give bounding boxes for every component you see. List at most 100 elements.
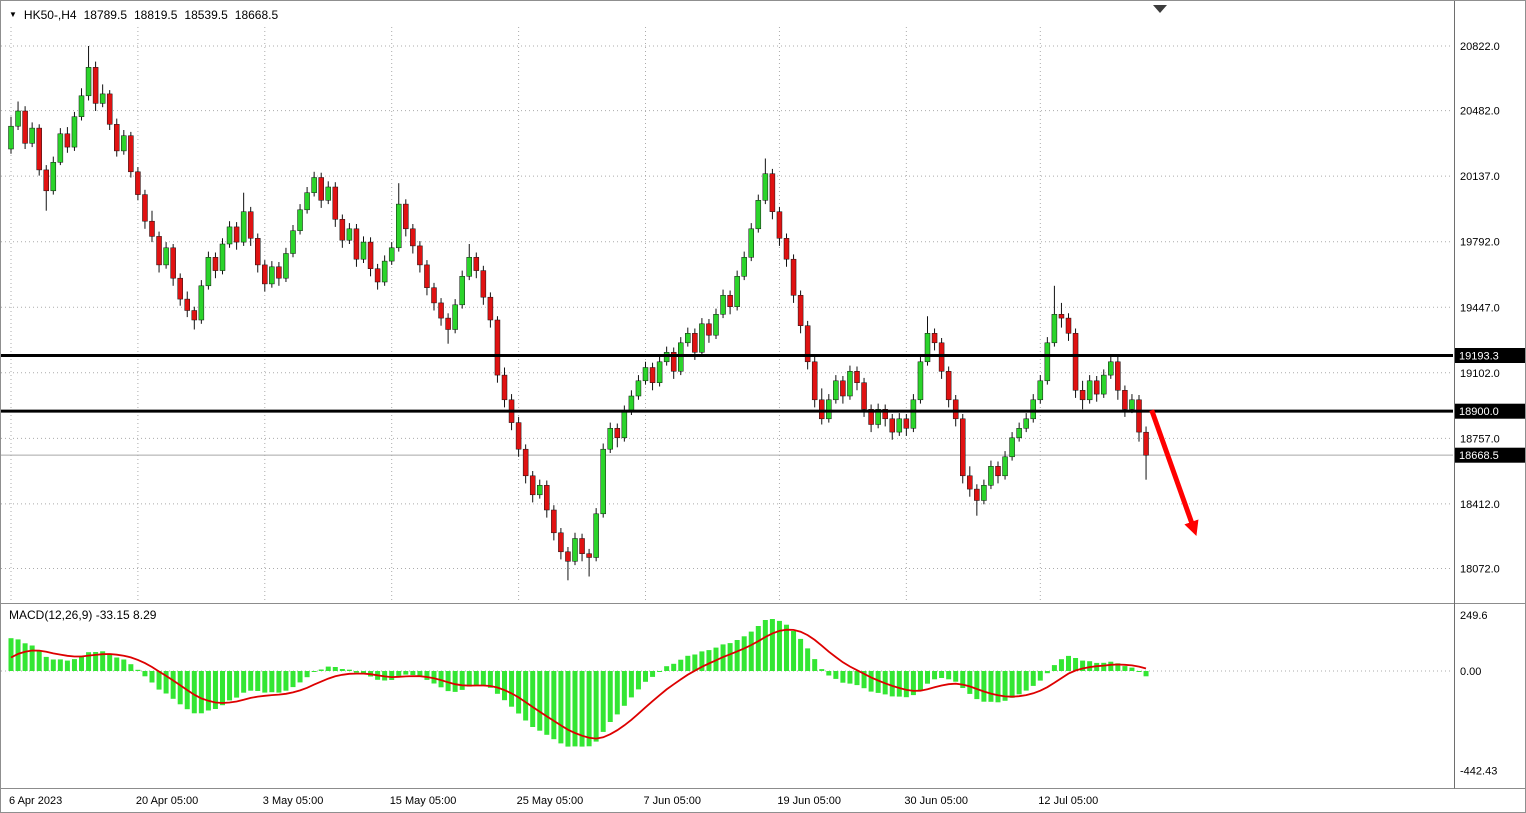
- candle[interactable]: [1143, 426, 1149, 480]
- candle[interactable]: [579, 533, 585, 562]
- macd-axis[interactable]: 249.6 0.00 -442.43: [1460, 610, 1497, 778]
- candle[interactable]: [522, 444, 529, 484]
- candle[interactable]: [572, 532, 578, 566]
- candle[interactable]: [1086, 375, 1093, 404]
- price-axis[interactable]: 20822.0 20482.0 20137.0 19792.0 19447.0 19102…: [1460, 41, 1500, 576]
- candle[interactable]: [875, 403, 881, 429]
- candle[interactable]: [367, 237, 374, 277]
- candle[interactable]: [177, 273, 183, 306]
- candle[interactable]: [868, 404, 874, 433]
- candle[interactable]: [22, 106, 28, 149]
- candle[interactable]: [558, 528, 564, 560]
- chart-dropdown-icon[interactable]: ▼: [9, 10, 17, 19]
- candle[interactable]: [769, 168, 776, 220]
- candle[interactable]: [1079, 380, 1086, 410]
- candle[interactable]: [1044, 337, 1051, 385]
- candle[interactable]: [374, 263, 381, 290]
- candle[interactable]: [1072, 328, 1079, 398]
- candle[interactable]: [748, 223, 754, 262]
- candle[interactable]: [85, 46, 92, 101]
- candle[interactable]: [473, 252, 480, 279]
- candle[interactable]: [938, 338, 945, 379]
- candle[interactable]: [163, 242, 169, 269]
- candle[interactable]: [1093, 376, 1100, 402]
- candle[interactable]: [1009, 432, 1015, 461]
- candle[interactable]: [924, 316, 931, 366]
- candle[interactable]: [262, 260, 268, 292]
- candle[interactable]: [501, 367, 508, 408]
- candle[interactable]: [212, 252, 219, 279]
- candle[interactable]: [240, 192, 247, 246]
- candle[interactable]: [699, 318, 705, 357]
- candle[interactable]: [156, 231, 162, 273]
- candle[interactable]: [219, 238, 226, 275]
- candle[interactable]: [114, 118, 120, 157]
- candle[interactable]: [776, 206, 783, 246]
- candle[interactable]: [593, 508, 599, 562]
- chart-shift-marker[interactable]: [1153, 5, 1167, 13]
- candle[interactable]: [981, 479, 987, 505]
- candle[interactable]: [1037, 375, 1044, 404]
- candle[interactable]: [642, 361, 649, 385]
- candle[interactable]: [727, 290, 733, 315]
- candle[interactable]: [537, 479, 543, 499]
- candle[interactable]: [882, 404, 888, 427]
- candle[interactable]: [804, 320, 811, 370]
- candle[interactable]: [142, 189, 148, 229]
- candle[interactable]: [670, 347, 677, 379]
- candle[interactable]: [438, 298, 444, 326]
- candle[interactable]: [833, 375, 839, 404]
- candle[interactable]: [424, 260, 430, 296]
- candle[interactable]: [480, 265, 487, 305]
- candle[interactable]: [811, 357, 818, 408]
- candle[interactable]: [135, 167, 141, 201]
- candle[interactable]: [381, 255, 388, 286]
- candle[interactable]: [452, 299, 458, 334]
- candle[interactable]: [974, 484, 980, 516]
- candle[interactable]: [783, 233, 790, 267]
- candle[interactable]: [332, 182, 339, 227]
- candle[interactable]: [917, 356, 924, 404]
- candle[interactable]: [403, 199, 409, 237]
- candle[interactable]: [360, 236, 367, 263]
- candle[interactable]: [720, 289, 726, 319]
- candle[interactable]: [600, 443, 606, 518]
- candle[interactable]: [755, 194, 762, 233]
- candle[interactable]: [466, 244, 472, 281]
- candle[interactable]: [586, 548, 592, 577]
- candle[interactable]: [903, 414, 910, 436]
- candle[interactable]: [226, 221, 233, 248]
- candle[interactable]: [283, 247, 289, 282]
- candle[interactable]: [92, 61, 99, 111]
- candle[interactable]: [445, 313, 451, 344]
- candle[interactable]: [797, 290, 804, 334]
- candle[interactable]: [353, 224, 360, 267]
- candle[interactable]: [614, 423, 621, 448]
- candle[interactable]: [64, 127, 71, 153]
- candle[interactable]: [1030, 394, 1036, 423]
- candle[interactable]: [78, 88, 85, 121]
- candle[interactable]: [255, 233, 261, 273]
- candle[interactable]: [15, 101, 21, 131]
- candle[interactable]: [713, 308, 719, 339]
- candle[interactable]: [487, 292, 494, 328]
- candle[interactable]: [734, 270, 740, 311]
- candle[interactable]: [1101, 369, 1107, 398]
- candle[interactable]: [945, 366, 952, 408]
- candle[interactable]: [896, 413, 903, 436]
- candle[interactable]: [170, 244, 176, 286]
- candle[interactable]: [967, 466, 973, 497]
- candle[interactable]: [1023, 413, 1029, 433]
- candle[interactable]: [910, 394, 917, 433]
- candle[interactable]: [417, 241, 423, 273]
- candle[interactable]: [149, 210, 155, 243]
- candle[interactable]: [29, 122, 35, 148]
- candle[interactable]: [1002, 451, 1008, 480]
- candle[interactable]: [551, 505, 557, 541]
- candle[interactable]: [741, 251, 747, 281]
- candle[interactable]: [544, 480, 550, 518]
- candle[interactable]: [57, 128, 64, 166]
- candle[interactable]: [607, 422, 613, 453]
- candle[interactable]: [191, 306, 198, 330]
